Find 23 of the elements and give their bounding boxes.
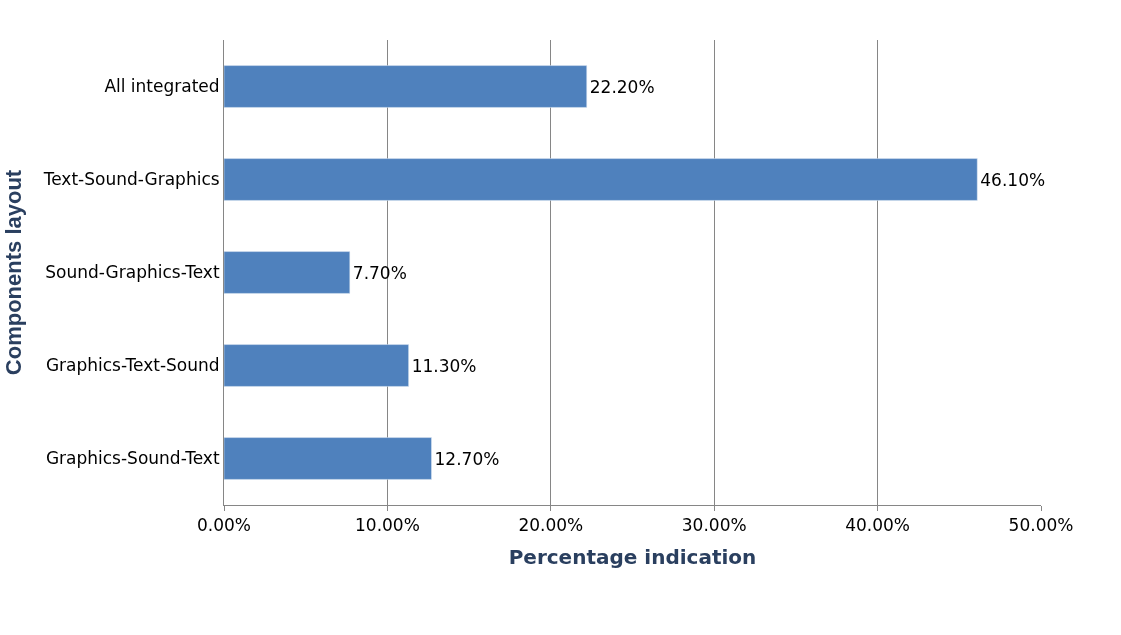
bar [224,437,432,480]
x-axis-title: Percentage indication [508,544,757,569]
x-tick-label: 30.00% [681,515,747,536]
bar [224,344,409,387]
y-axis-title: Components layout [0,169,26,376]
x-tick-label: 10.00% [354,515,420,536]
x-tick-label: 20.00% [518,515,584,536]
x-tick-label: 50.00% [1008,515,1074,536]
y-tick-label: All integrated [104,76,220,97]
data-label: 22.20% [589,76,655,97]
y-tick-label: Sound-Graphics-Text [45,262,220,283]
y-tick-label: Graphics-Sound-Text [45,448,220,469]
data-label: 11.30% [411,355,477,376]
data-label: 12.70% [434,448,500,469]
y-tick-label: Graphics-Text-Sound [45,355,220,376]
y-tick-label: Text-Sound-Graphics [42,169,220,190]
bar [224,251,351,294]
bar [224,65,587,108]
x-tick-label: 40.00% [845,515,911,536]
data-label: 7.70% [352,262,407,283]
bar [224,158,978,201]
x-tick-label: 0.00% [196,515,252,536]
data-label: 46.10% [980,169,1046,190]
